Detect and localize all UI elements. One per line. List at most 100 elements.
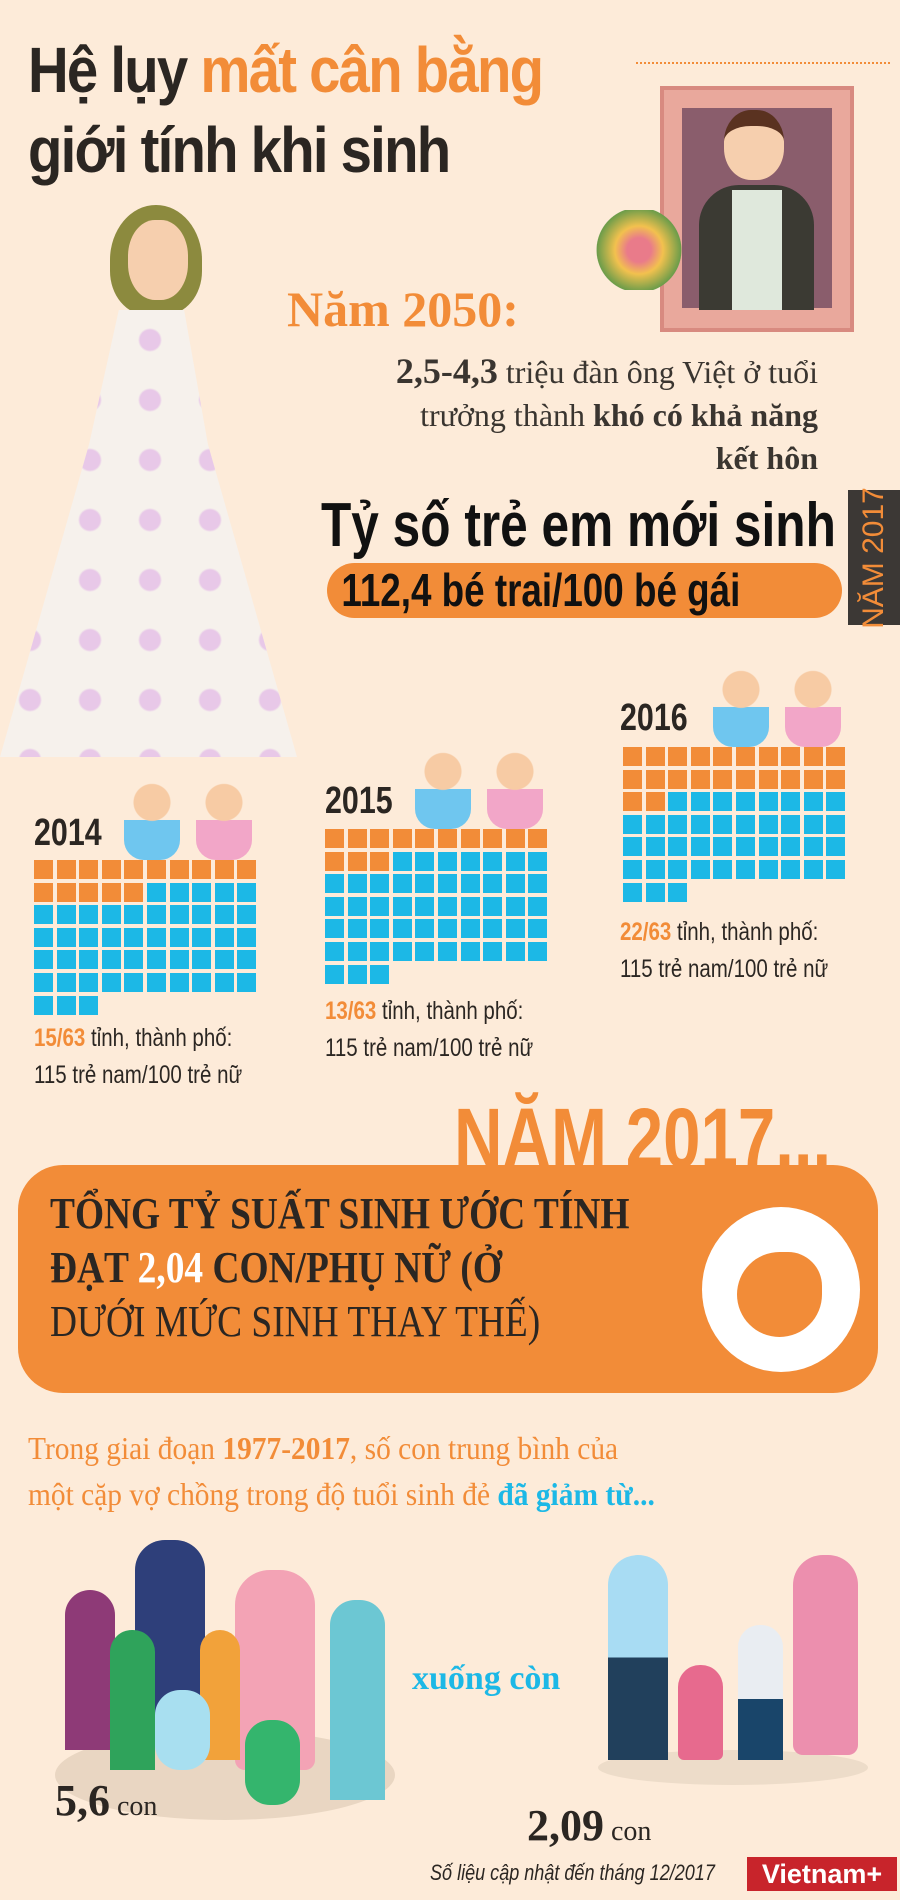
waffle-cell (415, 874, 435, 894)
waffle-cell (347, 874, 367, 894)
waffle-cell (79, 905, 99, 925)
waffle-cell (803, 837, 823, 857)
waffle-2016 (623, 747, 846, 902)
waffle-cell (56, 972, 76, 992)
baby-boy-icon (713, 667, 769, 747)
waffle-cell-imbalanced (690, 747, 710, 766)
waffle-cell-imbalanced (803, 769, 823, 789)
waffle-cell (79, 995, 99, 1015)
waffle-cell (392, 851, 412, 871)
period-years: 1977-2017 (222, 1430, 350, 1466)
waffle-cell-imbalanced (325, 829, 344, 848)
waffle-cell (803, 792, 823, 812)
waffle-cell (325, 919, 344, 939)
waffle-cell-imbalanced (713, 769, 733, 789)
waffle-cell (370, 874, 390, 894)
waffle-cell (34, 905, 53, 925)
waffle-cell (505, 941, 525, 961)
baby-girl-icon (487, 749, 543, 829)
text-bold: khó có khả năng (593, 397, 818, 433)
waffle-cell (325, 941, 344, 961)
waffle-cell (34, 972, 53, 992)
waffle-cell (623, 837, 642, 857)
waffle-cell (124, 950, 144, 970)
after-count: 2,09 con (527, 1800, 651, 1851)
waffle-cell (392, 919, 412, 939)
unit: con (604, 1816, 652, 1847)
vietnamplus-logo: Vietnam+ (747, 1857, 897, 1891)
waffle-cell (758, 837, 778, 857)
waffle-cell (505, 874, 525, 894)
waffle-cell (146, 905, 166, 925)
waffle-cell (826, 837, 846, 857)
title: Hệ lụy mất cân bằng giới tính khi sinh (28, 30, 544, 190)
text: một cặp vợ chồng trong độ tuổi sinh đẻ (28, 1476, 498, 1512)
waffle-cell (347, 941, 367, 961)
text: trưởng thành (420, 397, 594, 433)
waffle-cell (645, 882, 665, 902)
source-note: Số liệu cập nhật đến tháng 12/2017 (430, 1860, 715, 1885)
waffle-cell (460, 851, 480, 871)
waffle-cell (415, 941, 435, 961)
waffle-cell-imbalanced (124, 860, 144, 879)
waffle-cell-imbalanced (623, 792, 642, 812)
waffle-cell-imbalanced (528, 829, 548, 848)
waffle-cell (735, 859, 755, 879)
waffle-cell (713, 859, 733, 879)
waffle-cell (483, 874, 503, 894)
ratio-heading: Tỷ số trẻ em mới sinh (321, 491, 836, 560)
fetus-icon (702, 1207, 860, 1372)
text: DƯỚI MỨC SINH THAY THẾ) (50, 1297, 541, 1346)
waffle-cell (146, 950, 166, 970)
waffle-cell (56, 927, 76, 947)
waffle-cell (347, 896, 367, 916)
waffle-cell-imbalanced (826, 747, 846, 766)
waffle-cell-imbalanced (370, 851, 390, 871)
waffle-cell-imbalanced (505, 829, 525, 848)
waffle-cell-imbalanced (668, 769, 688, 789)
waffle-cell (437, 896, 457, 916)
sex-ratio: 115 trẻ nam/100 trẻ nữ (34, 1061, 243, 1089)
waffle-cell (735, 792, 755, 812)
waffle-cell (668, 814, 688, 834)
waffle-cell (169, 905, 189, 925)
baby-boy-icon (415, 749, 471, 829)
province-fraction: 13/63 (325, 997, 377, 1025)
groom-portrait (594, 86, 854, 332)
waffle-cell (237, 972, 257, 992)
waffle-cell (325, 896, 344, 916)
waffle-cell (690, 792, 710, 812)
waffle-cell-imbalanced (101, 882, 121, 902)
waffle-cell-imbalanced (437, 829, 457, 848)
waffle-cell (370, 964, 390, 984)
waffle-cell-imbalanced (34, 860, 53, 879)
bride-illustration (0, 200, 297, 757)
waffle-cell-imbalanced (781, 769, 801, 789)
waffle-cell (192, 950, 212, 970)
waffle-cell (645, 814, 665, 834)
waffle-cell (124, 927, 144, 947)
waffle-cell (392, 896, 412, 916)
text: CON/PHỤ NỮ (Ở (203, 1243, 502, 1292)
waffle-cell-imbalanced (460, 829, 480, 848)
waffle-cell (735, 837, 755, 857)
waffle-cell (668, 792, 688, 812)
waffle-cell (415, 919, 435, 939)
waffle-cell (690, 837, 710, 857)
waffle-cell-imbalanced (56, 860, 76, 879)
waffle-cell-imbalanced (79, 882, 99, 902)
text-bold: kết hôn (715, 440, 818, 476)
title-line2: giới tính khi sinh (28, 114, 451, 186)
waffle-caption-2016: 22/63 tỉnh, thành phố: 115 trẻ nam/100 tr… (620, 914, 828, 988)
waffle-cell (437, 919, 457, 939)
text: TỔNG TỶ SUẤT SINH ƯỚC TÍNH (50, 1189, 630, 1238)
waffle-cell (56, 905, 76, 925)
waffle-cell-imbalanced (690, 769, 710, 789)
before-number: 5,6 (55, 1776, 110, 1825)
waffle-cell (460, 874, 480, 894)
waffle-cell (146, 927, 166, 947)
text: tỉnh, thành phố: (85, 1024, 233, 1052)
waffle-cell-imbalanced (214, 860, 234, 879)
waffle-cell (645, 837, 665, 857)
baby-girl-icon (196, 780, 252, 860)
